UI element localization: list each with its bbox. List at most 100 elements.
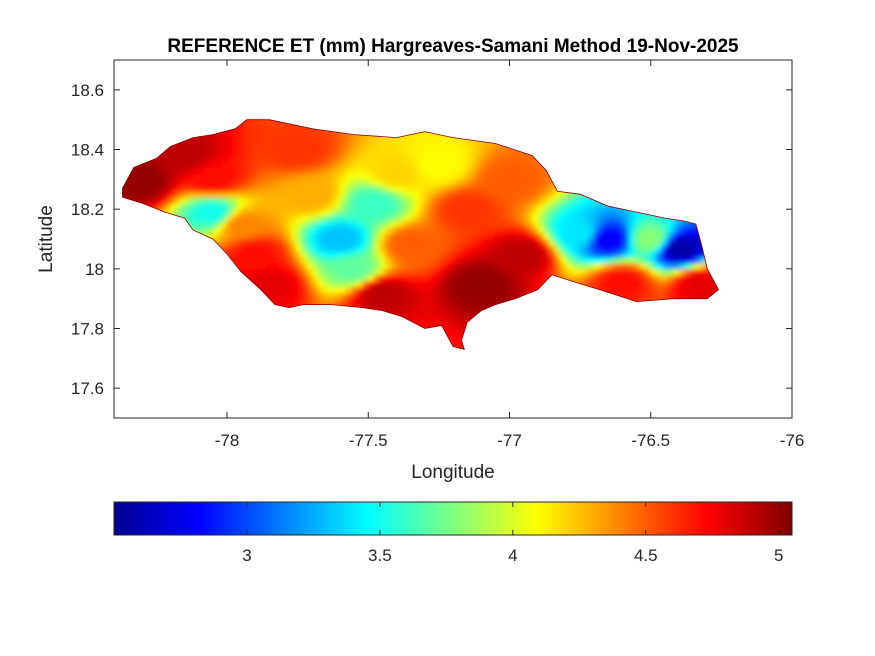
et-cell — [306, 268, 313, 276]
et-cell — [306, 155, 313, 163]
et-cell — [215, 209, 222, 216]
et-cell — [232, 185, 239, 192]
et-cell — [549, 203, 556, 210]
et-cell — [283, 137, 290, 145]
et-cell — [526, 256, 533, 264]
et-cell — [554, 262, 561, 270]
et-cell — [243, 233, 251, 240]
et-cell — [362, 262, 369, 270]
et-cell — [306, 191, 313, 198]
et-cell — [492, 227, 499, 234]
et-cell — [170, 161, 177, 168]
et-cell — [628, 239, 635, 246]
et-cell — [419, 280, 426, 288]
et-cell — [334, 250, 341, 258]
et-cell — [340, 173, 347, 180]
et-cell — [136, 197, 143, 204]
et-cell — [283, 286, 290, 294]
et-cell — [266, 221, 273, 228]
et-cell — [453, 221, 460, 228]
et-cell — [486, 197, 494, 204]
et-cell — [622, 227, 629, 234]
et-cell — [379, 244, 386, 252]
et-cell — [255, 215, 262, 222]
et-cell — [272, 262, 279, 270]
et-cell — [272, 185, 279, 192]
et-cell — [492, 173, 499, 180]
et-cell — [407, 304, 415, 312]
et-cell — [509, 167, 516, 174]
et-cell — [243, 173, 251, 180]
et-cell — [628, 221, 635, 228]
et-cell — [317, 137, 324, 145]
et-cell — [260, 244, 268, 252]
et-cell — [645, 227, 652, 234]
et-cell — [289, 221, 296, 228]
et-cell — [249, 173, 256, 180]
et-cell — [334, 155, 341, 163]
et-cell — [232, 149, 239, 157]
et-cell — [328, 280, 335, 288]
et-cell — [238, 209, 245, 216]
et-cell — [436, 280, 443, 288]
et-cell — [515, 233, 522, 240]
et-cell — [520, 233, 528, 240]
et-cell — [198, 149, 205, 157]
et-cell — [390, 167, 398, 174]
et-cell — [441, 268, 448, 276]
et-cell — [210, 215, 217, 222]
et-cell — [187, 185, 194, 192]
et-cell — [475, 292, 482, 300]
et-cell — [582, 250, 590, 258]
et-cell — [650, 280, 657, 288]
et-cell — [396, 221, 403, 228]
et-cell — [198, 185, 205, 192]
et-cell — [582, 197, 590, 204]
et-cell — [227, 131, 234, 139]
et-cell — [221, 244, 228, 252]
et-cell — [543, 239, 550, 246]
et-cell — [328, 227, 335, 234]
et-cell — [153, 203, 160, 210]
et-cell — [136, 185, 143, 192]
et-cell — [379, 298, 386, 306]
et-cell — [503, 215, 511, 222]
et-cell — [594, 221, 601, 228]
et-cell — [486, 209, 494, 216]
et-cell — [430, 155, 437, 163]
et-cell — [413, 221, 420, 228]
et-cell — [532, 167, 539, 174]
et-cell — [249, 215, 256, 222]
et-cell — [481, 304, 488, 312]
et-cell — [424, 262, 431, 270]
et-cell — [571, 221, 578, 228]
et-cell — [210, 179, 217, 186]
et-cell — [289, 191, 296, 198]
et-cell — [520, 227, 528, 234]
et-cell — [125, 191, 132, 198]
et-cell — [260, 143, 268, 151]
et-cell — [323, 155, 330, 163]
et-cell — [215, 149, 222, 157]
et-cell — [373, 262, 381, 270]
et-cell — [125, 185, 132, 192]
et-cell — [306, 244, 313, 252]
et-cell — [317, 131, 324, 139]
et-cell — [571, 197, 578, 204]
et-cell — [328, 292, 335, 300]
et-cell — [515, 155, 522, 163]
et-cell — [701, 292, 708, 300]
et-cell — [390, 203, 398, 210]
et-cell — [255, 233, 262, 240]
et-cell — [430, 179, 437, 186]
et-cell — [560, 268, 567, 276]
et-cell — [306, 215, 313, 222]
et-cell — [458, 203, 465, 210]
et-cell — [690, 286, 697, 294]
et-cell — [255, 179, 262, 186]
et-cell — [532, 173, 539, 180]
et-cell — [306, 292, 313, 300]
et-cell — [639, 268, 646, 276]
et-cell — [407, 179, 415, 186]
et-cell — [577, 197, 584, 204]
